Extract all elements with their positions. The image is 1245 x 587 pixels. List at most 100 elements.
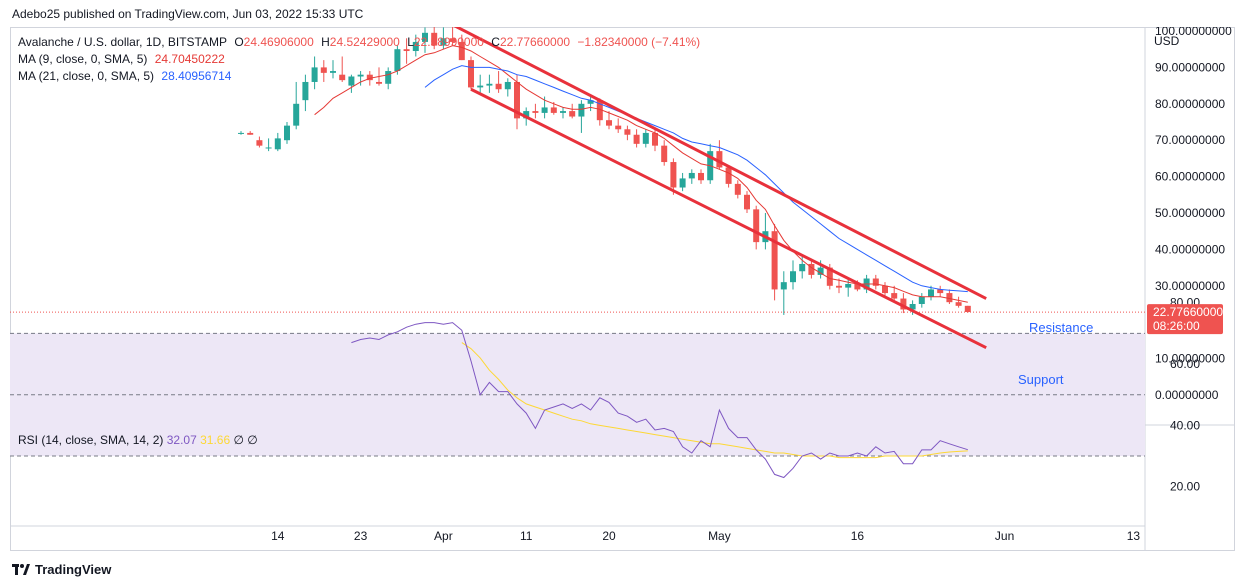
- ma21-legend: MA (21, close, 0, SMA, 5) 28.40956714: [18, 69, 235, 83]
- low-value: 22.58990000: [413, 35, 484, 49]
- price-tick-label: 60.00000000: [1155, 170, 1225, 184]
- candle-down: [403, 49, 410, 52]
- candle-up: [311, 67, 318, 82]
- price-tick-label: 70.00000000: [1155, 133, 1225, 147]
- candle-down: [514, 81, 520, 119]
- time-tick-label: 16: [851, 529, 865, 543]
- price-tick-label: 10.00000000: [1155, 352, 1225, 366]
- candle-down: [698, 172, 704, 181]
- ma9-value: 24.70450222: [154, 52, 225, 66]
- candle-up: [845, 283, 852, 288]
- candle-up: [928, 289, 934, 297]
- candle-up: [357, 74, 364, 77]
- candle-up: [486, 83, 493, 86]
- candle-up: [578, 103, 585, 117]
- candle-up: [688, 172, 695, 179]
- ma9-legend: MA (9, close, 0, SMA, 5) 24.70450222: [18, 52, 229, 66]
- ma21-line: [424, 65, 968, 293]
- candle-up: [560, 111, 566, 113]
- close-label: C: [491, 35, 500, 49]
- candle-down: [744, 194, 750, 210]
- low-label: L: [407, 35, 414, 49]
- countdown-label: 08:26:00: [1153, 319, 1200, 333]
- candle-up: [274, 138, 281, 150]
- candle-down: [624, 129, 631, 135]
- time-tick-label: 23: [354, 529, 368, 543]
- candle-down: [670, 162, 677, 188]
- candle-up: [422, 32, 428, 42]
- high-label: H: [321, 35, 330, 49]
- price-tick-label: 90.00000000: [1155, 60, 1225, 74]
- support-annotation: Support: [1018, 372, 1064, 387]
- trendline-resistance: [453, 27, 987, 300]
- candle-down: [339, 74, 346, 81]
- rsi-sma-value: 31.66: [200, 433, 231, 447]
- candle-up: [293, 103, 300, 126]
- candle-down: [808, 263, 815, 275]
- candle-up: [238, 132, 244, 134]
- price-tick-label: 50.00000000: [1155, 206, 1225, 220]
- candle-down: [320, 67, 327, 73]
- time-tick-label: 20: [602, 529, 616, 543]
- ma21-label: MA (21, close, 0, SMA, 5): [18, 69, 155, 83]
- candle-down: [256, 140, 263, 146]
- candle-up: [523, 111, 530, 119]
- publish-attribution: Adebo25 published on TradingView.com, Ju…: [12, 7, 364, 21]
- candle-up: [817, 267, 824, 275]
- candle-down: [495, 83, 502, 90]
- candle-up: [284, 125, 290, 141]
- chart-frame: [10, 27, 1235, 551]
- open-label: O: [234, 35, 244, 49]
- candle-down: [882, 285, 888, 294]
- candle-up: [504, 81, 511, 90]
- candle-down: [964, 305, 971, 313]
- candle-down: [569, 111, 576, 117]
- candle-down: [366, 74, 373, 81]
- rsi-value: 32.07: [166, 433, 197, 447]
- tradingview-brand: TradingView: [35, 562, 112, 577]
- rsi-sma-line: [461, 342, 968, 459]
- last-price-tag: [1147, 304, 1223, 335]
- candle-down: [550, 107, 557, 113]
- tradingview-logo-icon: [12, 563, 30, 576]
- candle-down: [532, 111, 539, 113]
- ma21-value: 28.40956714: [161, 69, 232, 83]
- currency-label: USD: [1154, 34, 1180, 48]
- rsi-tick-label: 20.00: [1170, 480, 1200, 494]
- open-value: 24.46906000: [243, 35, 314, 49]
- candle-down: [872, 278, 879, 286]
- candle-down: [449, 38, 456, 42]
- candle-down: [734, 183, 741, 195]
- candle-down: [596, 100, 603, 121]
- candle-down: [247, 132, 254, 135]
- tradingview-footer[interactable]: TradingView: [12, 562, 111, 577]
- candle-up: [302, 81, 309, 101]
- candle-up: [799, 263, 806, 272]
- last-price-label: 22.77660000: [1153, 305, 1223, 319]
- trendline-support: [470, 87, 987, 350]
- candle-up: [918, 296, 925, 304]
- rsi-tick-label: 40.00: [1170, 418, 1200, 432]
- candle-down: [900, 298, 907, 310]
- candle-down: [458, 41, 465, 61]
- time-tick-label: Apr: [434, 529, 453, 543]
- change-value: −1.82340000 (−7.41%): [577, 35, 701, 49]
- candle-down: [606, 120, 612, 126]
- candle-up: [541, 107, 548, 113]
- candle-up: [477, 85, 484, 88]
- candle-up: [440, 38, 447, 46]
- candle-down: [468, 60, 474, 88]
- price-tick-label: 40.00000000: [1155, 242, 1225, 256]
- candle-up: [385, 71, 392, 84]
- price-tick-label: 100.00000000: [1155, 27, 1232, 38]
- candle-up: [412, 41, 419, 52]
- candle-up: [679, 178, 686, 188]
- rsi-tick-label: 60.00: [1170, 357, 1200, 371]
- candle-down: [661, 145, 668, 163]
- close-value: 22.77660000: [499, 35, 571, 49]
- time-tick-label: May: [708, 529, 731, 543]
- candle-down: [937, 289, 944, 294]
- candle-up: [780, 282, 787, 290]
- candle-down: [431, 32, 438, 46]
